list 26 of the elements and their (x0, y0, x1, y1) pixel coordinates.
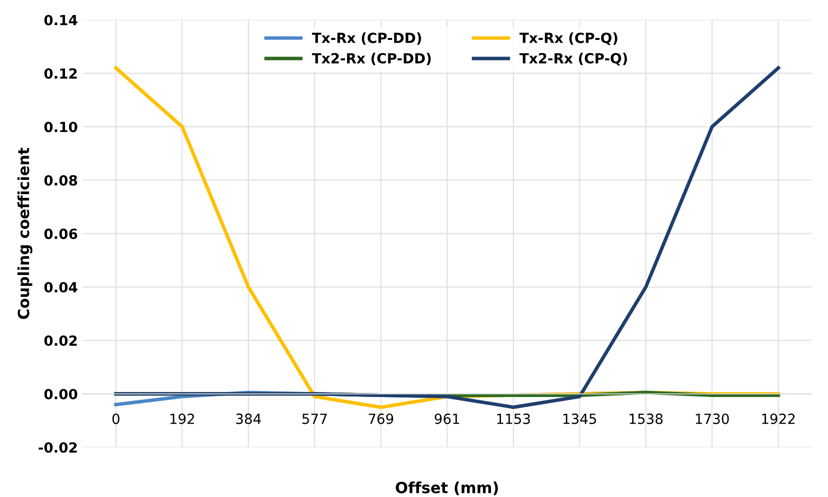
legend-label: Tx2-Rx (CP-Q) (519, 52, 627, 66)
x-tick-label: 577 (302, 414, 327, 424)
y-tick-label: 0.14 (44, 14, 78, 26)
legend-label: Tx-Rx (CP-Q) (519, 32, 618, 45)
x-tick-label: 1345 (563, 414, 596, 424)
x-axis-title: Offset (mm) (396, 481, 498, 496)
x-tick-label: 1922 (762, 414, 795, 424)
x-tick-label: 384 (236, 414, 261, 424)
x-tick-label: 1730 (696, 414, 729, 424)
y-axis-title: Coupling coefficient (17, 148, 32, 320)
y-tick-label: 0.00 (44, 388, 78, 400)
legend-label: Tx2-Rx (CP-DD) (312, 52, 431, 66)
x-tick-label: 0 (112, 414, 120, 424)
x-tick-label: 1153 (497, 414, 530, 424)
x-tick-label: 769 (368, 414, 394, 424)
x-tick-label: 192 (170, 414, 194, 424)
x-tick-label: 1538 (630, 414, 663, 424)
y-tick-label: 0.08 (44, 175, 78, 186)
y-tick-label: 0.04 (44, 282, 78, 292)
y-tick-label: 0.12 (44, 68, 77, 79)
x-tick-label: 961 (434, 414, 460, 424)
y-tick-label: -0.02 (38, 442, 77, 453)
y-tick-label: 0.02 (44, 335, 77, 346)
y-tick-label: 0.06 (44, 228, 78, 240)
legend-label: Tx-Rx (CP-DD) (312, 32, 422, 45)
y-tick-label: 0.10 (44, 122, 78, 132)
